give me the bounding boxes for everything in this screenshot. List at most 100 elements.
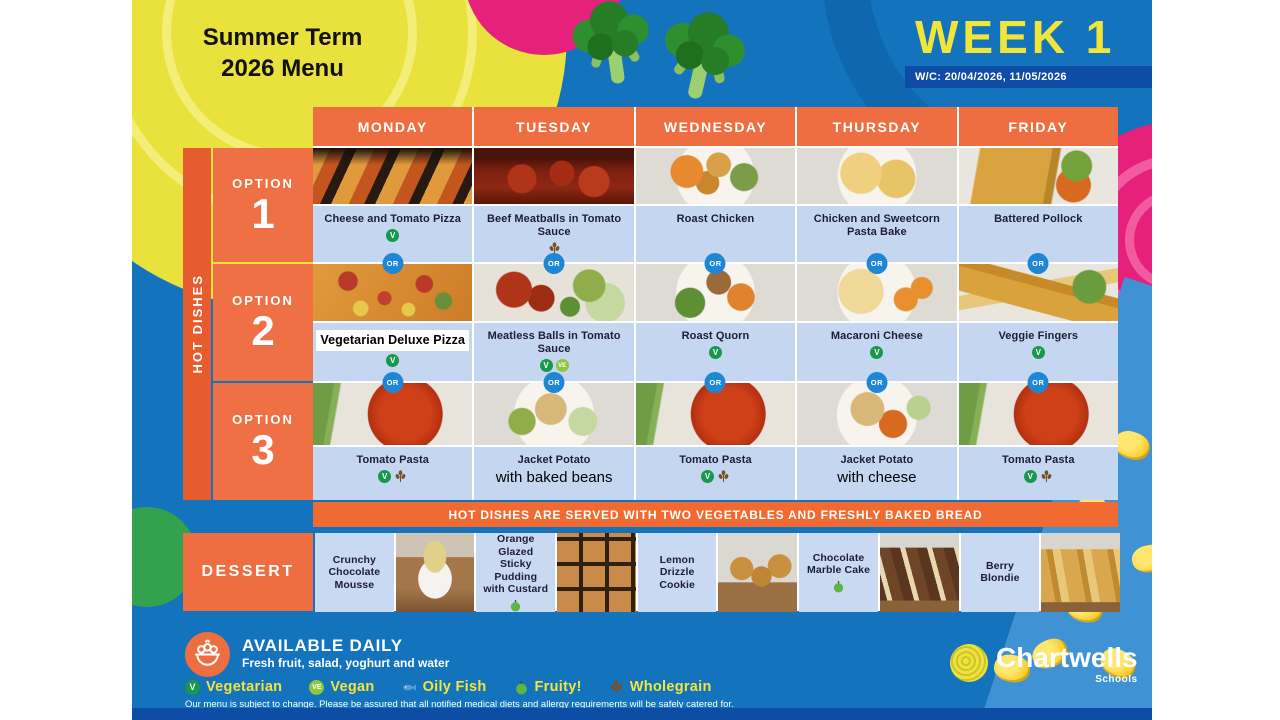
legend-label: Vegan xyxy=(330,679,375,695)
fruity-badge xyxy=(509,599,522,612)
or-badge: OR xyxy=(866,253,888,274)
page-title: Summer Term 2026 Menu xyxy=(160,22,405,84)
photo-blondie xyxy=(1041,533,1120,612)
menu-item-label: Roast Chicken xyxy=(676,213,755,225)
or-badge: OR xyxy=(704,253,726,274)
day-header-wednesday: WEDNESDAY xyxy=(635,107,796,146)
dessert-item-label: Lemon Drizzle Cookie xyxy=(659,553,695,591)
chartwells-spiral-icon xyxy=(950,644,988,682)
photo-tomato-pasta xyxy=(635,383,796,445)
fruit-bowl-icon xyxy=(185,632,230,677)
oily-fish-badge xyxy=(402,680,417,695)
option-3-label: OPTION 3 xyxy=(213,383,313,500)
wholegrain-badge xyxy=(1040,470,1053,483)
legend-item-oily-fish: Oily Fish xyxy=(402,679,487,695)
vegetarian-badge: V xyxy=(386,229,400,243)
legend-label: Wholegrain xyxy=(629,679,712,695)
available-daily-subtitle: Fresh fruit, salad, yoghurt and water xyxy=(242,656,450,670)
or-badge: OR xyxy=(866,372,888,393)
photo-roast-chicken xyxy=(635,148,796,204)
week-label: WEEK 1 xyxy=(915,11,1116,63)
diet-badges xyxy=(832,580,845,593)
photo-pizza-slices xyxy=(313,148,473,204)
diet-legend: V Vegetarian VE Vegan Oily Fish Fruity! Wholeg… xyxy=(185,679,712,695)
or-badge: OR xyxy=(704,372,726,393)
menu-item-label: Veggie Fingers xyxy=(998,330,1079,342)
menu-item-thursday-option1: Chicken and Sweetcorn Pasta Bake OR xyxy=(797,206,957,274)
menu-item-label: Tomato Pasta xyxy=(1002,454,1075,466)
menu-item-thursday-option3: Jacket Potato with cheese xyxy=(797,447,957,500)
photo-mousse xyxy=(395,533,475,612)
menu-slide: Summer Term 2026 Menu WEEK 1 W/C: 20/04/… xyxy=(132,0,1152,720)
available-daily-title: AVAILABLE DAILY xyxy=(242,636,403,655)
menu-item-friday-option2: Veggie Fingers V OR xyxy=(958,323,1118,393)
or-badge: OR xyxy=(543,253,565,274)
vegetarian-badge: V xyxy=(700,470,714,484)
or-badge: OR xyxy=(382,372,404,393)
hot-dishes-label: HOT DISHES xyxy=(183,148,211,500)
vegetarian-badge: V xyxy=(1023,470,1037,484)
day-header-thursday: THURSDAY xyxy=(797,107,957,146)
bottom-bar xyxy=(132,708,1152,720)
diet-badges: V xyxy=(636,470,795,484)
photo-pasta-bake xyxy=(797,148,957,204)
dessert-item-label: Orange Glazed Sticky Pudding with Custar… xyxy=(483,533,549,596)
menu-item-tuesday-option1: Beef Meatballs in Tomato Sauce OR xyxy=(474,206,634,274)
day-header-tuesday: TUESDAY xyxy=(474,107,634,146)
decor-pink-ring xyxy=(1125,190,1152,290)
menu-item-monday-option1: Cheese and Tomato Pizza V OR xyxy=(313,206,473,274)
menu-item-label: Meatless Balls in Tomato Sauce xyxy=(487,330,621,356)
menu-item-label: Jacket Potato xyxy=(840,454,914,466)
menu-item-label: Macaroni Cheese xyxy=(830,330,923,342)
dessert-item: Orange Glazed Sticky Pudding with Custar… xyxy=(476,533,556,612)
menu-item-label: Jacket Potato xyxy=(517,454,591,466)
menu-item-tuesday-option2: Meatless Balls in Tomato Sauce V VE OR xyxy=(474,323,634,393)
menu-item-label: Battered Pollock xyxy=(994,213,1083,225)
broccoli-image xyxy=(572,1,649,84)
page-title-line1: Summer Term xyxy=(202,24,363,51)
wholegrain-badge xyxy=(394,470,407,483)
dessert-item: Lemon Drizzle Cookie xyxy=(637,533,717,612)
or-badge: OR xyxy=(1027,253,1049,274)
vegetarian-badge: V xyxy=(386,354,400,367)
vegan-badge: VE xyxy=(555,359,569,373)
menu-item-sublabel: with baked beans xyxy=(495,469,613,487)
diet-badges: V xyxy=(313,354,472,367)
legend-label: Fruity! xyxy=(534,679,582,695)
brand-subtitle: Schools xyxy=(1095,674,1138,685)
or-badge: OR xyxy=(543,372,565,393)
dessert-item: Crunchy Chocolate Mousse xyxy=(315,533,394,612)
menu-item-friday-option1: Battered Pollock OR xyxy=(958,206,1118,274)
legend-item-wholegrain: Wholegrain xyxy=(609,679,712,695)
menu-item-label: Roast Quorn xyxy=(681,330,750,342)
dessert-item: Chocolate Marble Cake xyxy=(799,533,878,612)
menu-item-tuesday-option3: Jacket Potato with baked beans xyxy=(474,447,634,500)
diet-badges: V xyxy=(313,229,472,243)
menu-item-label: Tomato Pasta xyxy=(679,454,752,466)
diet-badges: V xyxy=(959,346,1118,360)
menu-item-wednesday-option1: Roast Chicken OR xyxy=(635,206,796,274)
diet-badges: V xyxy=(313,470,472,484)
day-header-monday: MONDAY xyxy=(313,107,473,146)
vegetarian-badge: V xyxy=(870,346,884,360)
diet-badges xyxy=(509,599,522,612)
diet-badges: V xyxy=(636,346,795,360)
fruity-badge xyxy=(832,580,845,593)
fruity-badge xyxy=(514,680,529,695)
legend-item-vegan: VE Vegan xyxy=(309,679,374,695)
dessert-item-label: Chocolate Marble Cake xyxy=(807,551,871,577)
disclaimer-text: Our menu is subject to change. Please be… xyxy=(185,699,734,710)
diet-badges: V xyxy=(797,346,956,360)
dessert-item-label: Crunchy Chocolate Mousse xyxy=(328,553,381,591)
dessert-item: Berry Blondie xyxy=(960,533,1040,612)
menu-grid: MONDAY TUESDAY WEDNESDAY THURSDAY FRIDAY Chee… xyxy=(313,107,1118,500)
menu-item-monday-option2: Vegetarian Deluxe Pizza V OR xyxy=(313,323,473,393)
menu-item-thursday-option2: Macaroni Cheese V OR xyxy=(797,323,957,393)
menu-item-label: Tomato Pasta xyxy=(356,454,429,466)
option-1-label: OPTION 1 xyxy=(213,148,313,262)
menu-item-label: Vegetarian Deluxe Pizza xyxy=(316,330,470,351)
photo-meatballs-tray xyxy=(474,148,634,204)
vegetarian-badge: V xyxy=(539,359,553,373)
day-header-friday: FRIDAY xyxy=(958,107,1118,146)
menu-item-wednesday-option3: Tomato Pasta V xyxy=(635,447,796,500)
